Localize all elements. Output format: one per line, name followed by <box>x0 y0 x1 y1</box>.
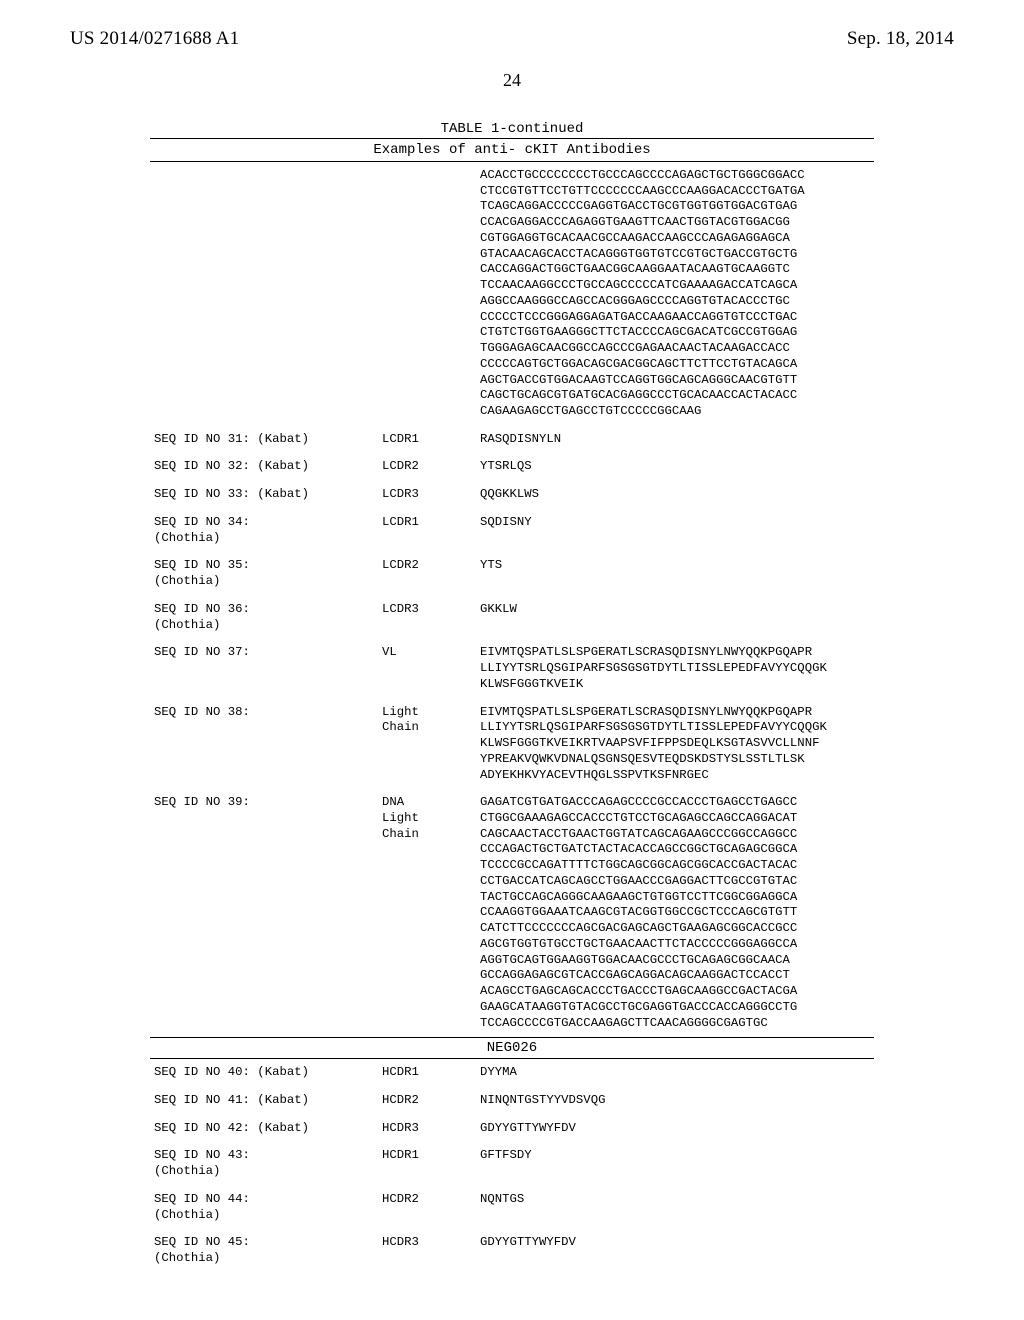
seq-id: SEQ ID NO 39: <box>150 789 378 1037</box>
table-row: SEQ ID NO 41: (Kabat)HCDR2NINQNTGSTYYVDS… <box>150 1087 874 1115</box>
seq-region: HCDR2 <box>378 1087 476 1115</box>
seq-value: GFTFSDY <box>476 1142 874 1185</box>
seq-value: EIVMTQSPATLSLSPGERATLSCRASQDISNYLNWYQQKP… <box>476 699 874 790</box>
table-row: SEQ ID NO 39:DNA Light ChainGAGATCGTGATG… <box>150 789 874 1037</box>
seq-id: SEQ ID NO 40: (Kabat) <box>150 1059 378 1087</box>
seq-region: HCDR1 <box>378 1059 476 1087</box>
seq-id: SEQ ID NO 45: (Chothia) <box>150 1229 378 1272</box>
seq-id: SEQ ID NO 41: (Kabat) <box>150 1087 378 1115</box>
seq-id: SEQ ID NO 35: (Chothia) <box>150 552 378 595</box>
seq-id: SEQ ID NO 31: (Kabat) <box>150 426 378 454</box>
seq-value: RASQDISNYLN <box>476 426 874 454</box>
seq-id: SEQ ID NO 32: (Kabat) <box>150 453 378 481</box>
seq-id: SEQ ID NO 33: (Kabat) <box>150 481 378 509</box>
seq-value: NQNTGS <box>476 1186 874 1229</box>
seq-region: HCDR2 <box>378 1186 476 1229</box>
seq-value: YTSRLQS <box>476 453 874 481</box>
seq-value: YTS <box>476 552 874 595</box>
sequence-table-b: SEQ ID NO 40: (Kabat)HCDR1DYYMASEQ ID NO… <box>150 1059 874 1273</box>
seq-id: SEQ ID NO 44: (Chothia) <box>150 1186 378 1229</box>
table-row: SEQ ID NO 37:VLEIVMTQSPATLSLSPGERATLSCRA… <box>150 639 874 698</box>
seq-value: GKKLW <box>476 596 874 639</box>
seq-id: SEQ ID NO 43: (Chothia) <box>150 1142 378 1185</box>
table-row: SEQ ID NO 32: (Kabat)LCDR2YTSRLQS <box>150 453 874 481</box>
seq-value: GDYYGTTYWYFDV <box>476 1229 874 1272</box>
table-row: SEQ ID NO 33: (Kabat)LCDR3QQGKKLWS <box>150 481 874 509</box>
table-wrapper: TABLE 1-continued Examples of anti- cKIT… <box>150 121 874 1273</box>
seq-region: HCDR3 <box>378 1115 476 1143</box>
seq-region: LCDR1 <box>378 426 476 454</box>
table-row: SEQ ID NO 34: (Chothia)LCDR1SQDISNY <box>150 509 874 552</box>
table-row: SEQ ID NO 43: (Chothia)HCDR1GFTFSDY <box>150 1142 874 1185</box>
seq-value: NINQNTGSTYYVDSVQG <box>476 1087 874 1115</box>
table-row: SEQ ID NO 44: (Chothia)HCDR2NQNTGS <box>150 1186 874 1229</box>
seq-id: SEQ ID NO 37: <box>150 639 378 698</box>
seq-value: GAGATCGTGATGACCCAGAGCCCCGCCACCCTGAGCCTGA… <box>476 789 874 1037</box>
seq-value: GDYYGTTYWYFDV <box>476 1115 874 1143</box>
header-left: US 2014/0271688 A1 <box>70 28 239 50</box>
seq-region: VL <box>378 639 476 698</box>
header-right: Sep. 18, 2014 <box>847 28 954 50</box>
seq-value: ACACCTGCCCCCCCCTGCCCAGCCCCAGAGCTGCTGGGCG… <box>476 162 874 426</box>
table-row: SEQ ID NO 31: (Kabat)LCDR1RASQDISNYLN <box>150 426 874 454</box>
seq-region <box>378 162 476 426</box>
seq-value: SQDISNY <box>476 509 874 552</box>
table-title: TABLE 1-continued <box>150 121 874 137</box>
table-row: SEQ ID NO 38:Light ChainEIVMTQSPATLSLSPG… <box>150 699 874 790</box>
table-row: SEQ ID NO 35: (Chothia)LCDR2YTS <box>150 552 874 595</box>
seq-id: SEQ ID NO 34: (Chothia) <box>150 509 378 552</box>
seq-region: HCDR1 <box>378 1142 476 1185</box>
table-row: SEQ ID NO 42: (Kabat)HCDR3GDYYGTTYWYFDV <box>150 1115 874 1143</box>
neg-header: NEG026 <box>150 1038 874 1058</box>
seq-id: SEQ ID NO 42: (Kabat) <box>150 1115 378 1143</box>
seq-region: LCDR2 <box>378 453 476 481</box>
seq-id: SEQ ID NO 36: (Chothia) <box>150 596 378 639</box>
seq-region: LCDR2 <box>378 552 476 595</box>
table-row: SEQ ID NO 40: (Kabat)HCDR1DYYMA <box>150 1059 874 1087</box>
page-header: US 2014/0271688 A1 Sep. 18, 2014 <box>70 28 954 50</box>
seq-region: Light Chain <box>378 699 476 790</box>
seq-id: SEQ ID NO 38: <box>150 699 378 790</box>
seq-value: DYYMA <box>476 1059 874 1087</box>
seq-region: HCDR3 <box>378 1229 476 1272</box>
seq-value: QQGKKLWS <box>476 481 874 509</box>
table-row: SEQ ID NO 45: (Chothia)HCDR3GDYYGTTYWYFD… <box>150 1229 874 1272</box>
page-number: 24 <box>70 70 954 91</box>
seq-value: EIVMTQSPATLSLSPGERATLSCRASQDISNYLNWYQQKP… <box>476 639 874 698</box>
table-row: SEQ ID NO 36: (Chothia)LCDR3GKKLW <box>150 596 874 639</box>
seq-region: LCDR3 <box>378 481 476 509</box>
page: US 2014/0271688 A1 Sep. 18, 2014 24 TABL… <box>0 0 1024 1320</box>
seq-id <box>150 162 378 426</box>
table-subtitle: Examples of anti- cKIT Antibodies <box>150 139 874 161</box>
seq-region: LCDR1 <box>378 509 476 552</box>
sequence-table: ACACCTGCCCCCCCCTGCCCAGCCCCAGAGCTGCTGGGCG… <box>150 162 874 1037</box>
seq-region: DNA Light Chain <box>378 789 476 1037</box>
seq-region: LCDR3 <box>378 596 476 639</box>
